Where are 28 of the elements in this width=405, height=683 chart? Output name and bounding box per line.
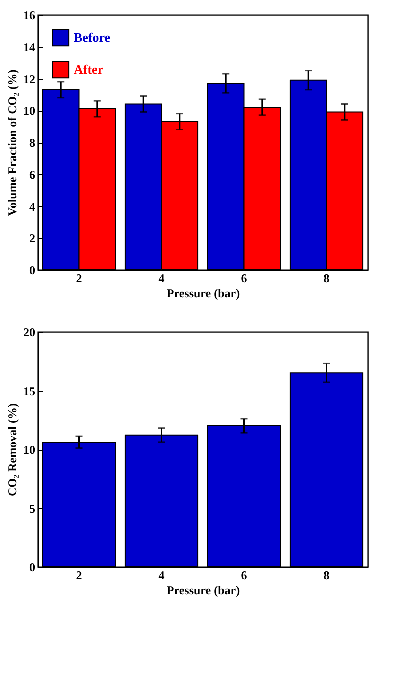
y-tick-label: 0 <box>30 560 36 574</box>
y-tick-label: 20 <box>24 326 36 340</box>
x-tick-label: 2 <box>76 568 82 582</box>
x-axis-title: Pressure (bar) <box>166 584 240 598</box>
y-tick-label: 0 <box>30 264 36 278</box>
x-tick-label: 2 <box>76 272 82 286</box>
x-tick-label: 6 <box>241 568 248 582</box>
y-tick-label: 14 <box>24 40 36 54</box>
x-tick-label: 4 <box>158 272 165 286</box>
y-tick-label: 12 <box>24 72 36 86</box>
x-tick-label: 8 <box>324 272 330 286</box>
y-tick-label: 4 <box>30 200 36 214</box>
x-tick-label: 6 <box>241 272 248 286</box>
y-tick-label: 5 <box>30 502 36 516</box>
y-tick-label: 10 <box>24 443 36 457</box>
legend-label: Before <box>74 30 111 45</box>
y-tick-label: 15 <box>24 384 36 398</box>
y-tick-label: 8 <box>30 136 36 150</box>
y-axis-title: CO₂ Removal (%) <box>6 404 20 496</box>
y-tick-label: 10 <box>24 104 36 118</box>
legend-label: After <box>74 62 104 77</box>
x-tick-label: 8 <box>324 568 330 582</box>
y-tick-label: 6 <box>30 168 36 182</box>
y-tick-label: 16 <box>24 8 36 22</box>
y-axis-title: Volume Fraction of CO₂ (%) <box>6 70 20 216</box>
x-tick-label: 4 <box>158 568 165 582</box>
x-axis-title: Pressure (bar) <box>166 286 240 300</box>
y-tick-label: 2 <box>30 232 36 246</box>
